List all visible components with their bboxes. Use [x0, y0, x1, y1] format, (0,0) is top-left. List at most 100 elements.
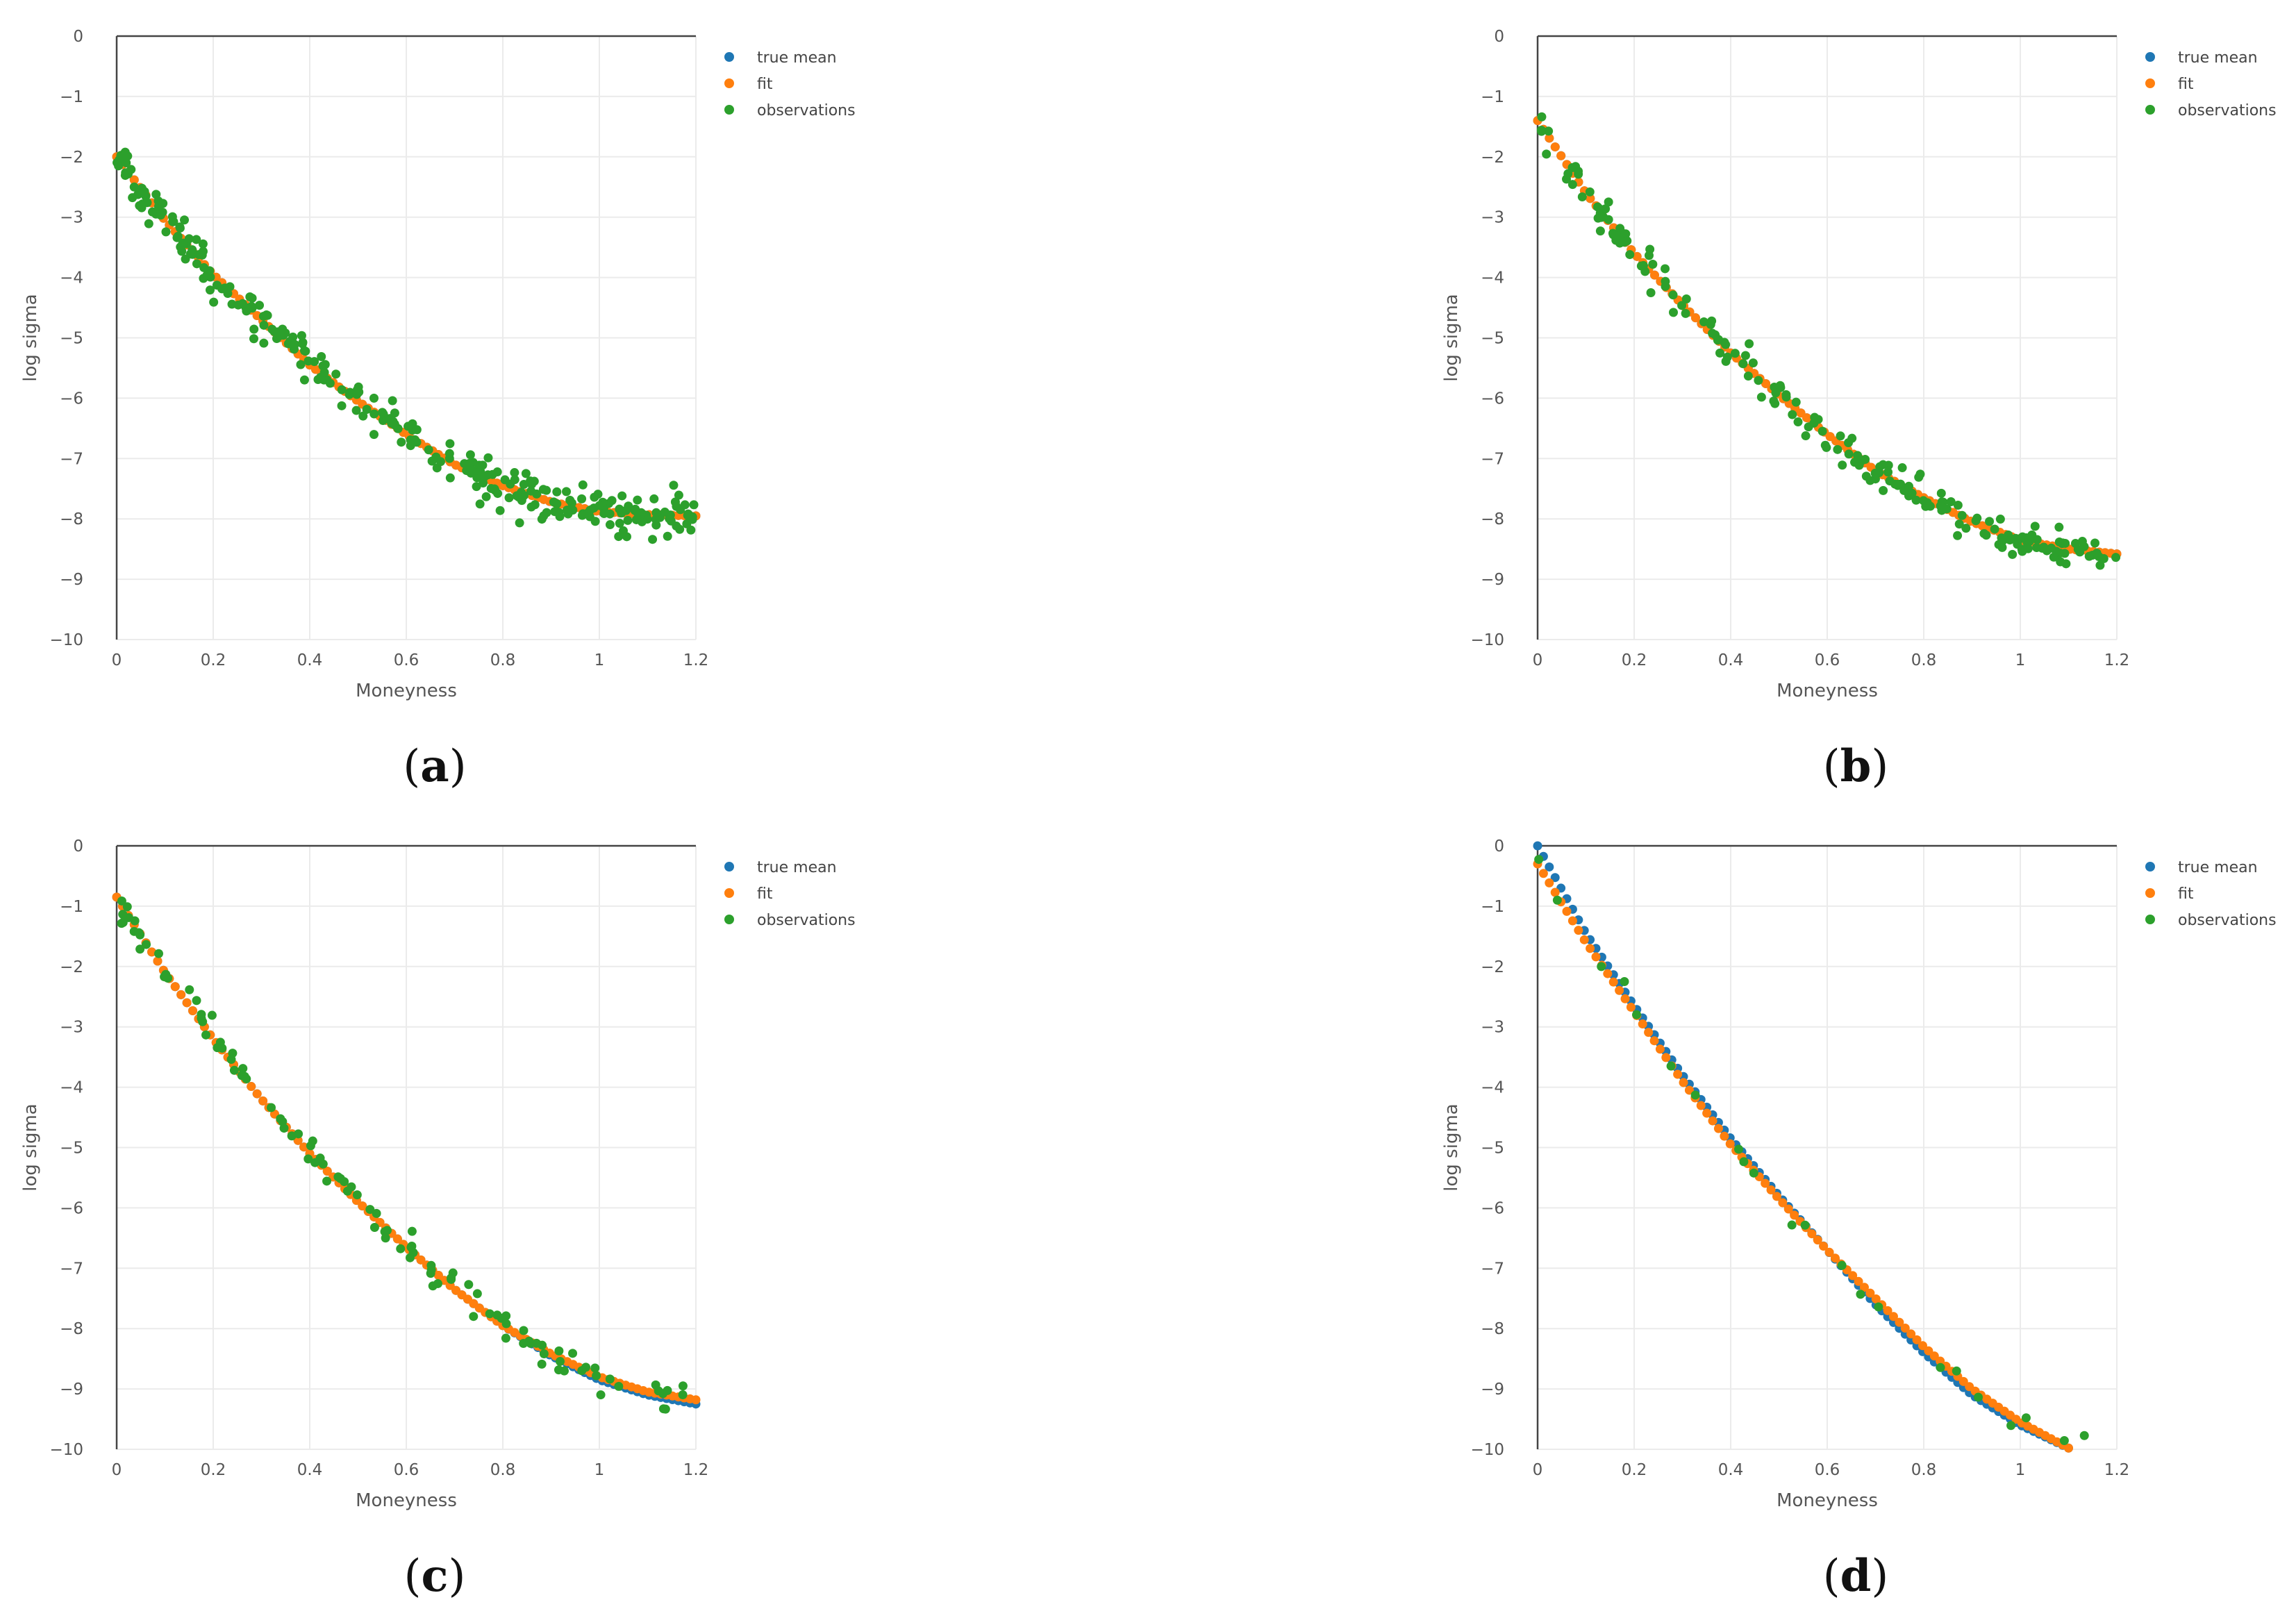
data-point-observations: [1707, 316, 1717, 326]
data-point-observations: [1563, 169, 1573, 178]
data-point-observations: [495, 506, 505, 515]
x-tick-label: 1: [594, 651, 605, 669]
data-point-observations: [255, 301, 265, 310]
data-point-observations: [464, 1280, 474, 1290]
data-point-observations: [1615, 224, 1625, 233]
data-point-observations: [542, 508, 551, 517]
data-point-observations: [128, 193, 138, 203]
y-tick-label: −3: [60, 1019, 83, 1037]
data-point-fit: [1830, 1253, 1840, 1263]
panel-caption: (b): [1823, 740, 1889, 792]
data-point-observations: [177, 247, 187, 256]
x-tick-label: 1.2: [2104, 651, 2130, 669]
y-axis-title: log sigma: [1441, 294, 1462, 381]
data-point-fit: [1924, 1346, 1933, 1356]
data-point-observations: [614, 1381, 624, 1391]
legend-label-true_mean: true mean: [2178, 859, 2258, 876]
data-point-observations: [469, 1312, 479, 1322]
data-point-observations: [1837, 1260, 1847, 1270]
data-point-fit: [1608, 977, 1618, 987]
x-tick-label: 1.2: [683, 1461, 709, 1479]
data-point-observations: [1946, 497, 1956, 507]
data-point-observations: [488, 469, 497, 479]
y-axis-title: log sigma: [20, 1103, 41, 1191]
y-tick-label: −2: [1481, 149, 1504, 167]
data-point-observations: [2039, 542, 2049, 552]
data-point-observations: [198, 1017, 208, 1026]
data-point-fit: [1626, 1002, 1636, 1012]
data-point-observations: [1907, 488, 1917, 498]
data-point-observations: [472, 1289, 482, 1299]
data-point-observations: [147, 207, 157, 217]
data-point-fit: [1545, 878, 1554, 887]
data-point-observations: [1957, 510, 1967, 520]
x-tick-label: 0: [112, 1461, 122, 1479]
data-point-fit: [1958, 1376, 1968, 1386]
data-point-observations: [227, 299, 237, 309]
data-point-fit: [1586, 194, 1595, 203]
data-point-observations: [678, 1381, 688, 1391]
data-point-observations: [129, 182, 139, 192]
data-point-observations: [1743, 372, 1753, 381]
data-point-observations: [1817, 426, 1827, 436]
data-point-observations: [1892, 480, 1902, 490]
data-point-observations: [114, 161, 124, 171]
data-point-observations: [310, 1158, 320, 1167]
data-point-fit: [1567, 916, 1577, 926]
data-point-observations: [1844, 449, 1854, 459]
data-point-observations: [1577, 192, 1587, 201]
x-tick-label: 0.8: [490, 1461, 516, 1479]
data-point-observations: [1597, 962, 1606, 972]
data-point-observations: [192, 259, 201, 269]
data-point-observations: [554, 1346, 564, 1356]
data-point-observations: [404, 422, 413, 431]
x-tick-label: 0.2: [201, 651, 226, 669]
data-point-observations: [1954, 519, 1964, 529]
y-axis-title: log sigma: [20, 294, 41, 381]
data-point-observations: [298, 337, 308, 347]
x-tick-label: 0: [1533, 651, 1543, 669]
data-point-observations: [2059, 1435, 2069, 1445]
data-point-fit: [1929, 1351, 1939, 1361]
data-point-observations: [135, 944, 145, 954]
legend-label-fit: fit: [2178, 885, 2194, 903]
y-tick-label: −1: [60, 88, 83, 106]
data-point-fit: [1615, 985, 1624, 995]
data-point-observations: [1738, 359, 1748, 369]
series-observations: [1534, 855, 2089, 1445]
data-point-observations: [631, 515, 641, 524]
data-point-observations: [242, 1074, 251, 1084]
data-point-observations: [1911, 495, 1921, 505]
data-point-observations: [161, 969, 171, 979]
data-point-observations: [405, 1253, 415, 1262]
legend-label-true_mean: true mean: [757, 49, 837, 67]
data-point-fit: [182, 998, 192, 1008]
data-point-observations: [445, 473, 455, 483]
data-point-observations: [2021, 1413, 2031, 1423]
y-tick-label: −6: [60, 390, 83, 408]
data-point-fit: [1807, 1229, 1817, 1239]
data-point-observations: [301, 347, 310, 356]
data-point-observations: [2015, 534, 2025, 544]
data-point-observations: [192, 996, 201, 1006]
legend-marker-true_mean: [724, 862, 734, 872]
data-point-observations: [607, 496, 617, 506]
legend-label-fit: fit: [757, 885, 773, 903]
data-point-observations: [378, 408, 388, 417]
legend-marker-fit: [724, 888, 734, 898]
y-tick-label: −10: [49, 631, 83, 649]
data-point-observations: [485, 1309, 494, 1319]
data-point-fit: [1603, 969, 1613, 978]
data-point-observations: [583, 508, 593, 517]
data-point-fit: [691, 1395, 701, 1405]
data-point-observations: [648, 535, 658, 544]
data-point-observations: [537, 1359, 547, 1369]
y-tick-label: −7: [60, 450, 83, 468]
data-point-observations: [519, 480, 529, 490]
data-point-fit: [1725, 1139, 1735, 1149]
data-point-fit: [1871, 1294, 1881, 1304]
legend-label-fit: fit: [757, 76, 773, 93]
data-point-observations: [1574, 166, 1583, 176]
data-point-fit: [1918, 1341, 1927, 1351]
data-point-fit: [1696, 1101, 1706, 1110]
